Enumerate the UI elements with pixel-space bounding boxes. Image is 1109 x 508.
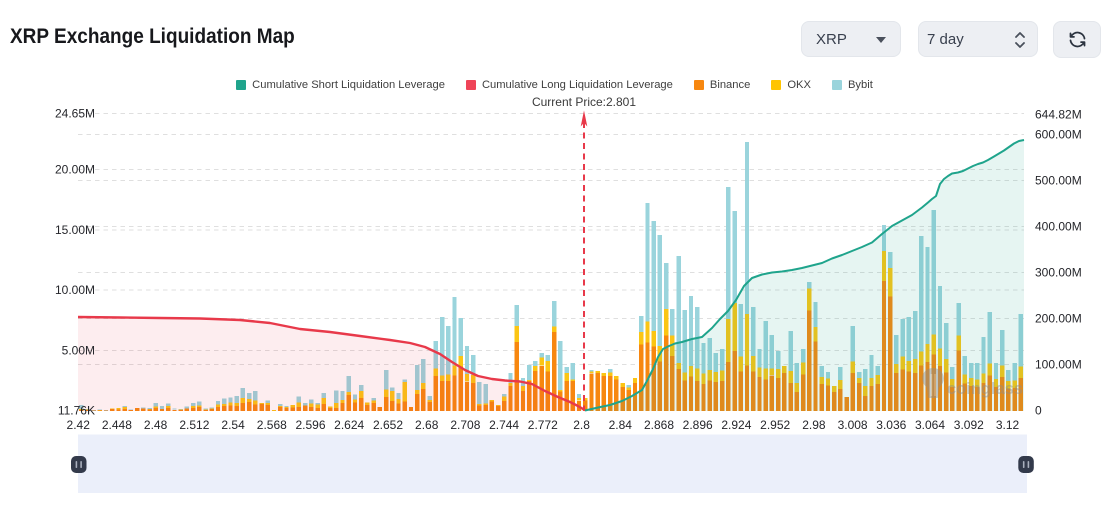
svg-text:2.596: 2.596 xyxy=(295,418,325,432)
svg-text:20.00M: 20.00M xyxy=(55,163,95,177)
svg-text:2.896: 2.896 xyxy=(683,418,713,432)
svg-text:5.00M: 5.00M xyxy=(62,343,95,357)
svg-text:0: 0 xyxy=(1035,404,1042,418)
svg-text:15.00M: 15.00M xyxy=(55,223,95,237)
svg-text:2.98: 2.98 xyxy=(802,418,826,432)
svg-text:2.652: 2.652 xyxy=(373,418,403,432)
svg-text:2.952: 2.952 xyxy=(760,418,790,432)
svg-text:2.68: 2.68 xyxy=(415,418,439,432)
svg-text:3.064: 3.064 xyxy=(915,418,945,432)
svg-text:100.00M: 100.00M xyxy=(1035,358,1082,372)
svg-text:644.82M: 644.82M xyxy=(1035,108,1082,122)
svg-text:2.48: 2.48 xyxy=(144,418,168,432)
svg-text:2.772: 2.772 xyxy=(528,418,558,432)
svg-text:10.00M: 10.00M xyxy=(55,283,95,297)
svg-text:300.00M: 300.00M xyxy=(1035,265,1082,279)
svg-text:200.00M: 200.00M xyxy=(1035,311,1082,325)
svg-text:24.65M: 24.65M xyxy=(55,107,95,121)
svg-text:2.42: 2.42 xyxy=(67,418,91,432)
svg-text:11.76K: 11.76K xyxy=(58,403,95,417)
svg-text:2.744: 2.744 xyxy=(489,418,519,432)
svg-text:500.00M: 500.00M xyxy=(1035,173,1082,187)
svg-text:2.624: 2.624 xyxy=(334,418,364,432)
svg-text:2.512: 2.512 xyxy=(179,418,209,432)
svg-text:3.092: 3.092 xyxy=(954,418,984,432)
svg-text:2.54: 2.54 xyxy=(221,418,245,432)
svg-text:2.708: 2.708 xyxy=(450,418,480,432)
svg-text:coinglass: coinglass xyxy=(947,380,1023,398)
svg-text:400.00M: 400.00M xyxy=(1035,219,1082,233)
svg-text:2.568: 2.568 xyxy=(257,418,287,432)
svg-text:2.8: 2.8 xyxy=(573,418,590,432)
svg-text:2.924: 2.924 xyxy=(721,418,751,432)
svg-text:600.00M: 600.00M xyxy=(1035,127,1082,141)
svg-text:3.036: 3.036 xyxy=(876,418,906,432)
svg-text:2.84: 2.84 xyxy=(609,418,633,432)
svg-text:3.008: 3.008 xyxy=(838,418,868,432)
svg-text:2.868: 2.868 xyxy=(644,418,674,432)
svg-text:2.448: 2.448 xyxy=(102,418,132,432)
svg-text:3.12: 3.12 xyxy=(996,418,1020,432)
